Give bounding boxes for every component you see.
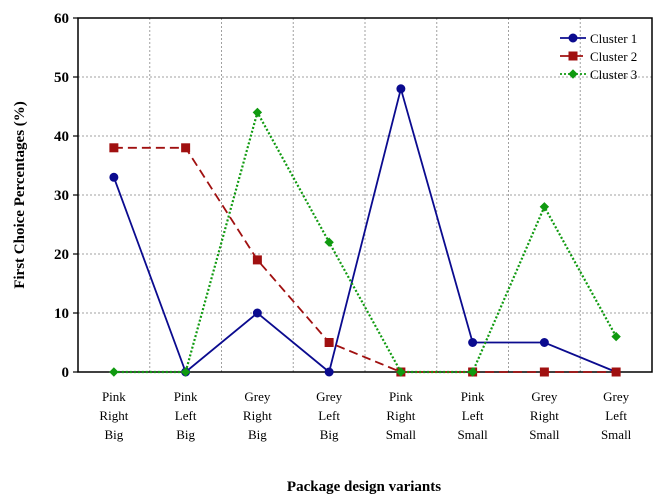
data-point xyxy=(252,308,262,318)
x-tick-label-line: Right xyxy=(386,408,415,423)
data-point xyxy=(611,331,621,342)
x-tick-label-line: Right xyxy=(99,408,128,423)
data-point xyxy=(180,367,191,377)
x-tick-label-line: Left xyxy=(318,408,340,423)
x-tick-label-line: Grey xyxy=(244,389,270,404)
series-line xyxy=(113,109,618,374)
x-tick-label-line: Big xyxy=(104,427,123,442)
data-point xyxy=(539,202,550,212)
x-tick-label-line: Pink xyxy=(461,389,485,404)
x-tick-label: Grey Left Big xyxy=(316,389,342,442)
x-tick-label-line: Pink xyxy=(102,389,126,404)
x-tick-label: Pink Right Small xyxy=(386,389,417,442)
data-point xyxy=(396,367,406,377)
x-tick-label-line: Grey xyxy=(316,389,342,404)
x-tick-label-line: Pink xyxy=(174,389,198,404)
legend-label: Cluster 1 xyxy=(590,31,637,46)
x-tick-label-line: Left xyxy=(605,408,627,423)
data-point xyxy=(181,143,191,153)
x-tick-label-line: Left xyxy=(462,408,484,423)
data-point xyxy=(611,367,621,377)
data-point xyxy=(252,255,262,265)
x-tick-label-line: Grey xyxy=(531,389,557,404)
data-point xyxy=(467,367,478,377)
x-tick-label: Pink Right Big xyxy=(99,389,128,442)
legend-marker xyxy=(568,69,578,79)
series xyxy=(109,84,621,377)
series-line xyxy=(113,85,617,374)
data-point xyxy=(539,367,549,377)
x-tick-label: Pink Left Small xyxy=(457,389,488,442)
x-tick-label-line: Big xyxy=(176,427,195,442)
legend: Cluster 1 Cluster 2 Cluster 3 xyxy=(560,31,637,82)
x-tick-label-line: Right xyxy=(530,408,559,423)
y-tick-label: 60 xyxy=(54,11,69,27)
y-axis-title: First Choice Percentages (%) xyxy=(12,101,28,289)
legend-label: Cluster 2 xyxy=(590,49,637,64)
legend-item: Cluster 3 xyxy=(560,67,637,82)
data-point xyxy=(109,172,119,182)
legend-marker xyxy=(568,33,578,43)
x-tick-label: Grey Left Small xyxy=(601,389,632,442)
x-tick-label: Grey Right Big xyxy=(243,389,272,442)
x-axis-title: Package design variants xyxy=(287,479,441,495)
y-tick-label: 40 xyxy=(54,129,69,145)
data-point xyxy=(324,237,334,247)
x-tick-label-line: Left xyxy=(175,408,197,423)
x-tick-label-line: Big xyxy=(248,427,267,442)
legend-item: Cluster 2 xyxy=(560,49,637,64)
legend-item: Cluster 1 xyxy=(560,31,637,46)
x-tick-label-line: Small xyxy=(529,427,560,442)
y-tick-label: 20 xyxy=(54,247,69,263)
x-tick-label-line: Small xyxy=(601,427,632,442)
data-point xyxy=(396,84,406,94)
data-point xyxy=(109,143,119,153)
series-3 xyxy=(109,107,621,377)
data-point xyxy=(324,367,334,377)
legend-marker xyxy=(568,51,578,61)
grid xyxy=(78,18,652,372)
x-tick-label-line: Grey xyxy=(603,389,629,404)
data-point xyxy=(468,338,478,347)
y-tick-label: 10 xyxy=(54,306,69,322)
x-tick-label-line: Right xyxy=(243,408,272,423)
y-tick-label: 30 xyxy=(54,188,69,204)
x-tick-label: Grey Right Small xyxy=(529,389,560,442)
data-point xyxy=(324,338,334,347)
x-tick-label-line: Small xyxy=(386,427,417,442)
x-tick-label-line: Small xyxy=(457,427,488,442)
x-tick-label-line: Big xyxy=(320,427,339,442)
x-tick-label: Pink Left Big xyxy=(174,389,198,442)
data-point xyxy=(252,107,263,118)
data-point xyxy=(109,367,119,377)
x-tick-label-line: Pink xyxy=(389,389,413,404)
data-point xyxy=(539,338,549,347)
series-line xyxy=(113,146,617,373)
legend-label: Cluster 3 xyxy=(590,67,637,82)
y-tick-label: 0 xyxy=(62,365,70,381)
y-tick-label: 50 xyxy=(54,70,69,86)
